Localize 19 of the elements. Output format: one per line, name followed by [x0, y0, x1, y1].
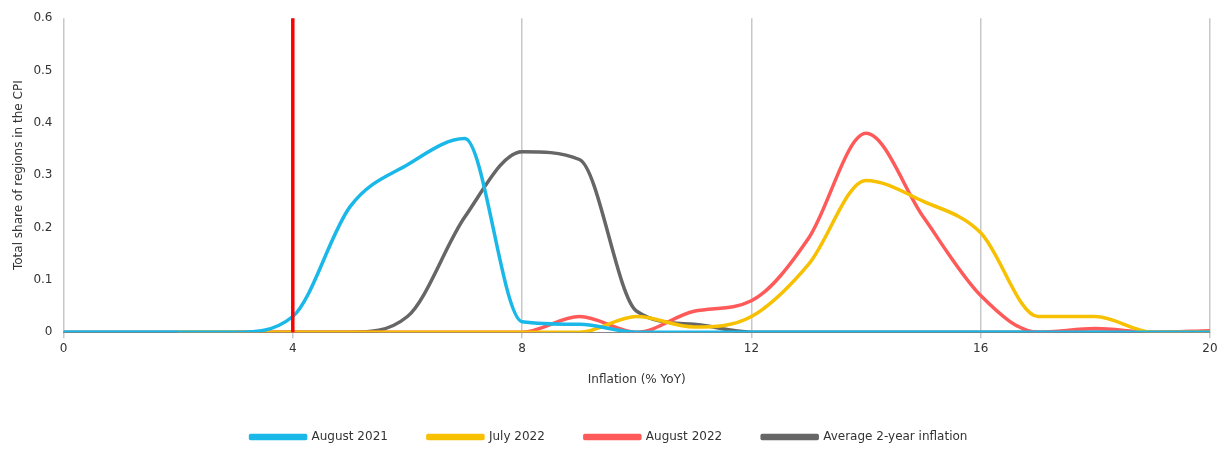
x-axis-title: Inflation (% YoY): [587, 371, 686, 386]
y-tick-label: 0.2: [33, 219, 53, 234]
x-tick-label: 20: [1202, 340, 1218, 355]
y-tick-label: 0.3: [33, 167, 53, 182]
legend-label: August 2021: [311, 429, 388, 444]
x-tick-label: 12: [743, 340, 760, 355]
x-tick-label: 0: [59, 340, 68, 355]
y-tick-label: 0.4: [33, 114, 53, 129]
y-tick-label: 0.1: [33, 271, 53, 286]
x-tick-label: 4: [288, 340, 297, 355]
legend-label: August 2022: [645, 429, 723, 444]
y-tick-label: 0.6: [33, 10, 53, 25]
x-tick-label: 8: [518, 340, 526, 355]
legend-label: July 2022: [487, 429, 545, 444]
y-tick-label: 0: [44, 324, 53, 339]
y-axis-title: Total share of regions in the CPI: [11, 80, 26, 272]
y-tick-label: 0.5: [33, 62, 53, 77]
legend-label: Average 2-year inflation: [823, 429, 968, 444]
x-tick-label: 16: [973, 340, 989, 355]
